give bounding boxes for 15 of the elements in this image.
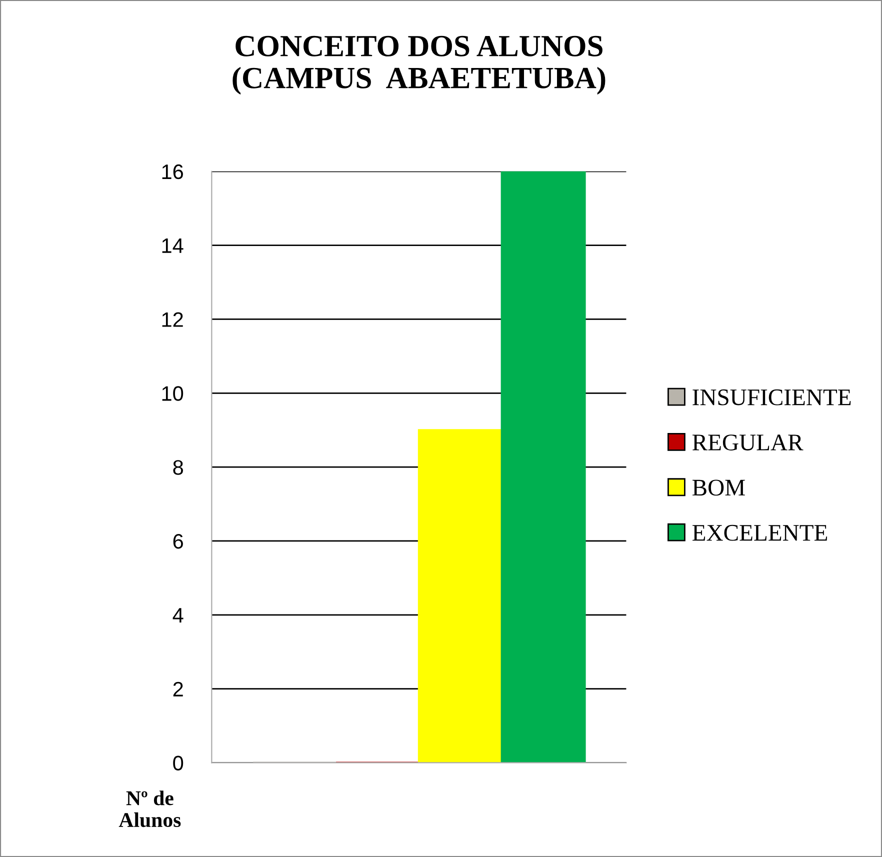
- chart-title: CONCEITO DOS ALUNOS (CAMPUS ABAETETUBA): [232, 36, 606, 95]
- y-tick-label: 0: [173, 756, 184, 770]
- legend-label: REGULAR: [692, 434, 804, 450]
- y-tick-label: 4: [172, 608, 184, 622]
- y-tick-label: 6: [173, 534, 183, 549]
- y-tick-label: 10: [162, 386, 184, 401]
- y-tick-label: 12: [162, 312, 183, 327]
- y-axis-title: Nº de Alunos: [118, 790, 181, 828]
- y-tick-label: 16: [162, 164, 183, 180]
- y-tick-label: 14: [162, 238, 184, 253]
- y-tick-label: 2: [173, 682, 183, 696]
- legend-label: BOM: [692, 480, 745, 496]
- legend-label: INSUFICIENTE: [692, 389, 851, 406]
- y-tick-label: 8: [173, 460, 183, 475]
- legend-label: EXCELENTE: [692, 524, 828, 541]
